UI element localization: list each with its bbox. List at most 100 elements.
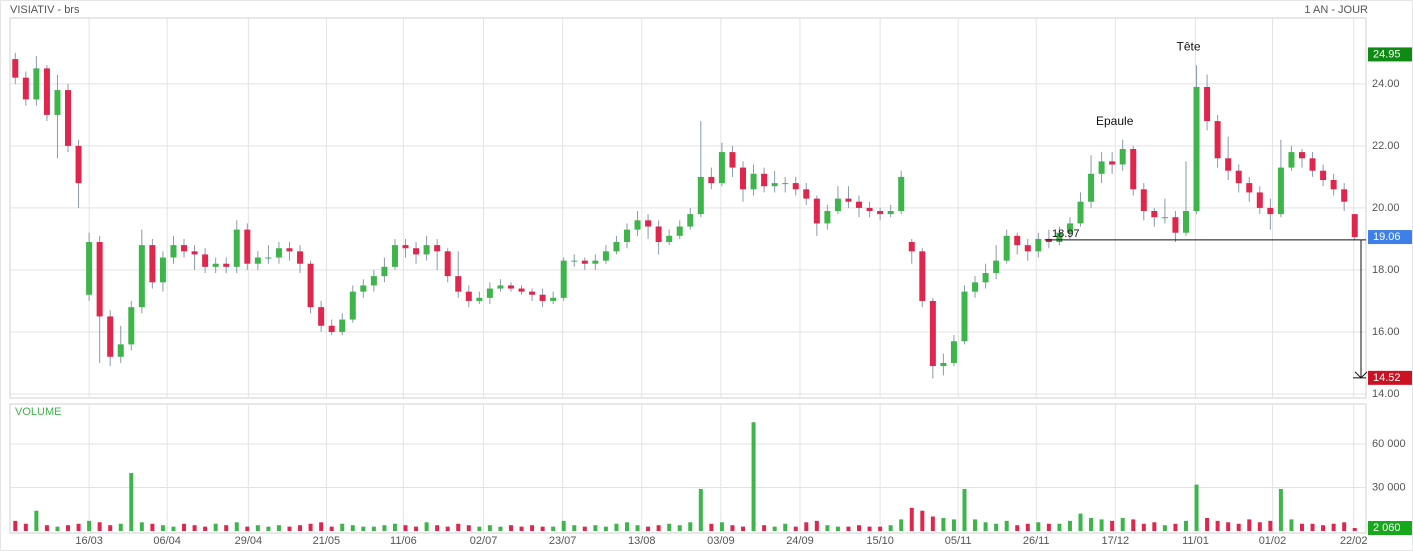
candle-body <box>1235 170 1242 184</box>
volume-bar <box>213 523 218 531</box>
period-label: 1 AN - JOUR <box>1304 4 1368 16</box>
candle-body <box>623 229 630 243</box>
candle-body <box>908 242 915 252</box>
neckline-label: 18.97 <box>1052 228 1080 240</box>
volume-bar <box>192 525 197 531</box>
volume-bar <box>930 516 935 531</box>
volume-bar <box>857 525 862 531</box>
volume-badge-label: 2 060 <box>1373 522 1401 534</box>
volume-bar <box>182 523 187 531</box>
volume-bar <box>414 526 419 531</box>
volume-bar <box>424 522 429 531</box>
candle-body <box>275 248 282 258</box>
volume-bar <box>783 523 788 531</box>
y-tick-label: 30 000 <box>1372 481 1406 493</box>
volume-bar <box>688 522 693 531</box>
candle-body <box>972 282 979 292</box>
candle-body <box>1098 161 1105 174</box>
candle-body <box>138 245 145 308</box>
candle-body <box>328 325 335 332</box>
volume-bar <box>1162 525 1167 531</box>
volume-bar <box>97 522 102 531</box>
candle-body <box>202 254 209 267</box>
candle-body <box>402 245 409 249</box>
candle-body <box>687 214 694 227</box>
volume-bar <box>445 526 450 531</box>
candle-body <box>54 90 61 115</box>
volume-bar <box>1352 528 1357 531</box>
volume-bar <box>456 523 461 531</box>
volume-bar <box>44 525 49 531</box>
y-tick-label: 16.00 <box>1372 326 1400 338</box>
volume-bar <box>1173 523 1178 531</box>
volume-bar <box>667 523 672 531</box>
candle-body <box>1320 170 1327 181</box>
candle-body <box>961 291 968 342</box>
candle-body <box>1182 211 1189 233</box>
volume-bar <box>519 526 524 531</box>
volume-bar <box>1268 520 1273 531</box>
x-tick-label: 17/12 <box>1102 535 1130 547</box>
volume-bar <box>1110 520 1115 531</box>
volume-bar <box>276 525 281 531</box>
candle-body <box>1256 192 1263 208</box>
candle-body <box>750 173 757 190</box>
y-tick-label: 60 000 <box>1372 438 1406 450</box>
candle-body <box>349 291 356 320</box>
candle-body <box>718 152 725 184</box>
volume-bar <box>1215 520 1220 531</box>
candle-body <box>950 341 957 363</box>
y-tick-label: 22.00 <box>1372 140 1400 152</box>
volume-bar <box>319 522 324 531</box>
candle-body <box>360 285 367 292</box>
candle-body <box>666 235 673 243</box>
volume-bar <box>1226 522 1231 531</box>
volume-bar <box>951 519 956 531</box>
volume-bar <box>508 525 513 531</box>
candle-body <box>1277 167 1284 215</box>
volume-bar <box>825 525 830 531</box>
candle-body <box>486 288 493 298</box>
candle-body <box>993 260 1000 274</box>
volume-bar <box>719 522 724 531</box>
volume-bar <box>1247 519 1252 531</box>
candle-body <box>898 176 905 212</box>
volume-bar <box>994 523 999 531</box>
volume-bar <box>1078 513 1083 531</box>
volume-bar <box>1025 523 1030 531</box>
candle-body <box>518 288 525 292</box>
volume-bar <box>66 525 71 531</box>
candle-body <box>339 319 346 332</box>
volume-bar <box>1194 484 1199 531</box>
volume-bar <box>899 519 904 531</box>
volume-bar <box>814 520 819 531</box>
volume-bar <box>76 523 81 531</box>
volume-bar <box>846 526 851 531</box>
candle-body <box>1119 148 1126 165</box>
volume-bar <box>962 488 967 531</box>
volume-bar <box>403 525 408 531</box>
volume-bar <box>1236 523 1241 531</box>
volume-bar <box>909 507 914 531</box>
candle-body <box>507 285 514 289</box>
volume-bar <box>1289 519 1294 531</box>
candle-body <box>581 260 588 264</box>
volume-bar <box>55 526 60 531</box>
volume-bar <box>234 522 239 531</box>
candle-body <box>149 245 156 283</box>
volume-bar <box>466 525 471 531</box>
candle-body <box>12 59 19 78</box>
candle-body <box>444 251 451 277</box>
x-tick-label: 11/01 <box>1182 535 1209 547</box>
chart-title: VISIATIV - brs <box>10 4 80 16</box>
volume-bar <box>139 522 144 531</box>
candle-body <box>919 251 926 301</box>
x-tick-label: 03/09 <box>707 535 735 547</box>
volume-bar <box>835 526 840 531</box>
volume-bar <box>551 526 556 531</box>
candle-body <box>254 257 261 264</box>
volume-bar <box>1015 525 1020 531</box>
volume-bar <box>530 525 535 531</box>
price-badge-label: 14.52 <box>1373 372 1401 384</box>
